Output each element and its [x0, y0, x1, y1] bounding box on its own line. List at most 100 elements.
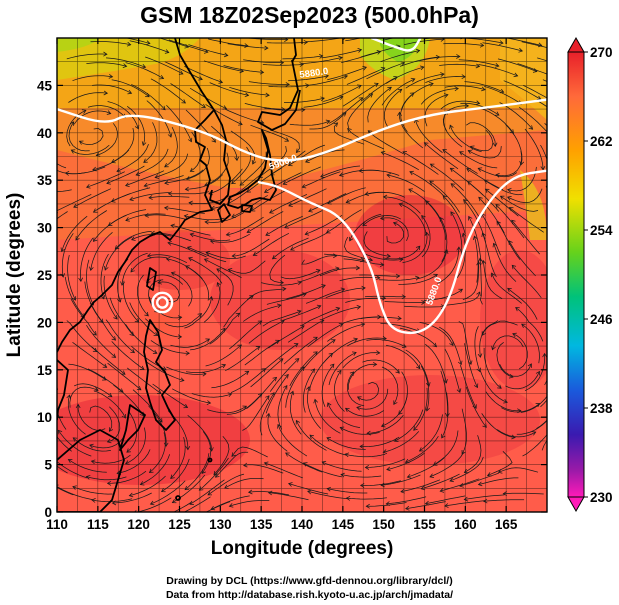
streamline-arrowhead — [429, 473, 435, 478]
streamline-arrowhead — [121, 413, 126, 419]
streamline — [57, 436, 72, 452]
streamline — [345, 408, 384, 417]
streamline-arrowhead — [432, 342, 438, 348]
streamline — [149, 432, 166, 473]
streamline-arrowhead — [443, 93, 449, 98]
streamline — [327, 488, 368, 494]
streamline-arrowhead — [170, 474, 175, 480]
streamline — [483, 85, 522, 105]
streamline-arrowhead — [255, 346, 261, 351]
streamline — [456, 233, 466, 279]
streamline — [386, 496, 427, 505]
streamline-arrowhead — [318, 53, 324, 59]
streamline — [398, 371, 408, 415]
streamline — [105, 57, 146, 68]
streamline-arrowhead — [116, 167, 122, 173]
streamline-arrowhead — [48, 163, 52, 167]
streamline — [483, 499, 525, 502]
streamline-arrowhead — [294, 358, 300, 363]
streamline-arrowhead — [497, 384, 502, 389]
streamline — [108, 209, 147, 226]
streamline — [303, 462, 343, 478]
streamline — [511, 265, 542, 299]
streamline — [481, 320, 518, 336]
streamline-arrowhead — [239, 181, 245, 186]
streamline-arrowhead — [400, 61, 406, 66]
streamline — [150, 480, 186, 505]
streamline-arrowhead — [360, 322, 366, 327]
streamline-arrowhead — [376, 350, 381, 356]
streamline — [86, 62, 127, 67]
streamline — [154, 153, 189, 178]
streamline — [346, 337, 387, 347]
streamline-arrowhead — [136, 385, 142, 391]
streamline — [72, 486, 113, 495]
contour-line — [257, 169, 547, 335]
streamline — [57, 211, 68, 220]
streamline — [343, 258, 384, 266]
streamline — [267, 413, 288, 452]
streamline-arrowhead — [161, 105, 166, 111]
streamline — [450, 183, 480, 218]
streamline-arrowhead — [279, 280, 285, 285]
streamline-arrowhead — [188, 256, 193, 262]
data-credit: Data from http://database.rish.kyoto-u.a… — [165, 589, 454, 601]
streamline-arrowhead — [456, 246, 462, 251]
streamline — [347, 93, 373, 129]
streamline — [460, 102, 500, 116]
streamline — [288, 188, 327, 207]
streamline — [205, 212, 245, 223]
streamline-arrowhead — [91, 498, 96, 503]
x-tick-label: 140 — [291, 517, 314, 532]
streamline-arrowhead — [141, 141, 147, 147]
streamline — [107, 406, 121, 443]
streamline-arrowhead — [283, 384, 288, 390]
streamline — [68, 459, 107, 473]
streamline-arrowhead — [305, 158, 310, 163]
streamline-arrowhead — [69, 121, 75, 126]
streamline-arrowhead — [289, 390, 295, 396]
streamline — [230, 130, 255, 165]
streamline-arrowhead — [135, 171, 141, 177]
streamline — [515, 307, 544, 342]
colorbar-tick-label: 230 — [590, 490, 613, 505]
streamline-arrowhead — [512, 332, 517, 338]
streamline-arrowhead — [463, 468, 469, 474]
streamline — [125, 213, 166, 221]
streamline-arrowhead — [508, 373, 514, 379]
streamline — [500, 195, 539, 212]
streamline-arrowhead — [164, 49, 170, 54]
y-tick-label: 25 — [37, 268, 53, 283]
streamline-arrowhead — [484, 188, 490, 194]
streamline — [87, 368, 124, 393]
streamline-arrowhead — [278, 358, 284, 363]
streamline — [247, 288, 286, 300]
streamline-arrowhead — [133, 510, 137, 512]
streamline-arrowhead — [243, 462, 248, 468]
streamline-arrowhead — [441, 433, 446, 439]
streamline — [170, 338, 210, 348]
streamline — [333, 122, 365, 145]
streamline-arrowhead — [463, 199, 468, 204]
streamline — [518, 106, 547, 133]
streamline-arrowhead — [413, 426, 418, 431]
streamline-arrowhead — [362, 29, 366, 33]
streamline — [167, 242, 207, 258]
streamline — [223, 65, 264, 73]
streamline — [226, 393, 263, 415]
streamline — [287, 35, 327, 37]
streamline — [258, 146, 287, 178]
streamline — [213, 435, 230, 476]
streamline — [283, 336, 318, 365]
streamline — [415, 119, 443, 153]
streamline-arrowhead — [227, 268, 233, 273]
streamline-arrowhead — [92, 166, 97, 172]
streamline — [458, 321, 472, 365]
colorbar-ticks: 270 262 254 246 238 230 — [584, 45, 613, 505]
streamline-arrowhead — [341, 112, 347, 117]
wind-streamlines — [48, 29, 547, 512]
streamline-arrowhead — [139, 365, 145, 370]
streamline — [383, 89, 403, 128]
streamline — [152, 383, 188, 408]
